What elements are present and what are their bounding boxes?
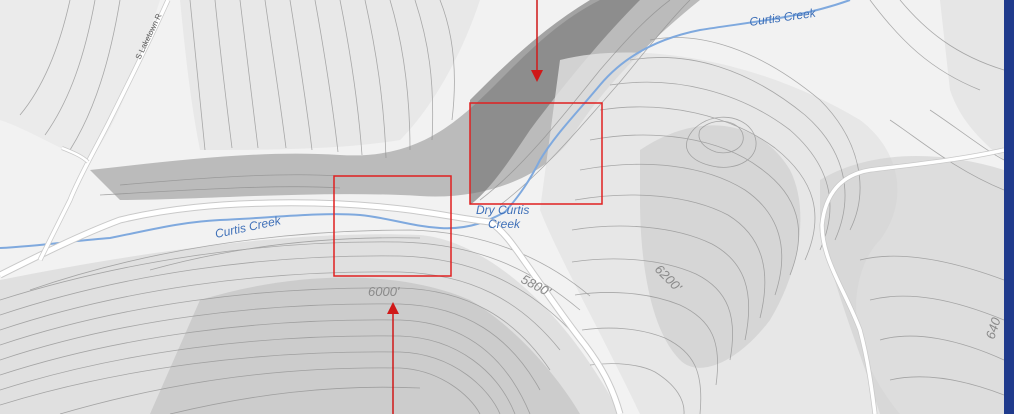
annotation-arrows (387, 0, 543, 414)
side-road (61, 146, 89, 163)
arrow-head-up (387, 302, 399, 314)
dry-curtis-label-line1: Dry Curtis (476, 203, 529, 217)
arrow-head-down (531, 70, 543, 82)
curtis-creek-upper (504, 0, 851, 213)
main-road (0, 200, 623, 414)
arrow-from-top (531, 0, 543, 82)
creeks (0, 0, 851, 249)
arrow-from-bottom (387, 302, 399, 414)
contour-label-6000: 6000' (368, 284, 400, 299)
contour-label-640: 640 (983, 315, 1004, 341)
laketown-road (38, 0, 170, 261)
east-road (820, 148, 1005, 414)
frame-border (1004, 0, 1014, 414)
highlight-box-lower-left (333, 175, 452, 277)
highlight-boxes (333, 102, 603, 277)
curtis-creek-lower (0, 211, 506, 249)
highlight-box-upper-right (469, 102, 603, 205)
dry-curtis-label-line2: Creek (488, 217, 521, 231)
